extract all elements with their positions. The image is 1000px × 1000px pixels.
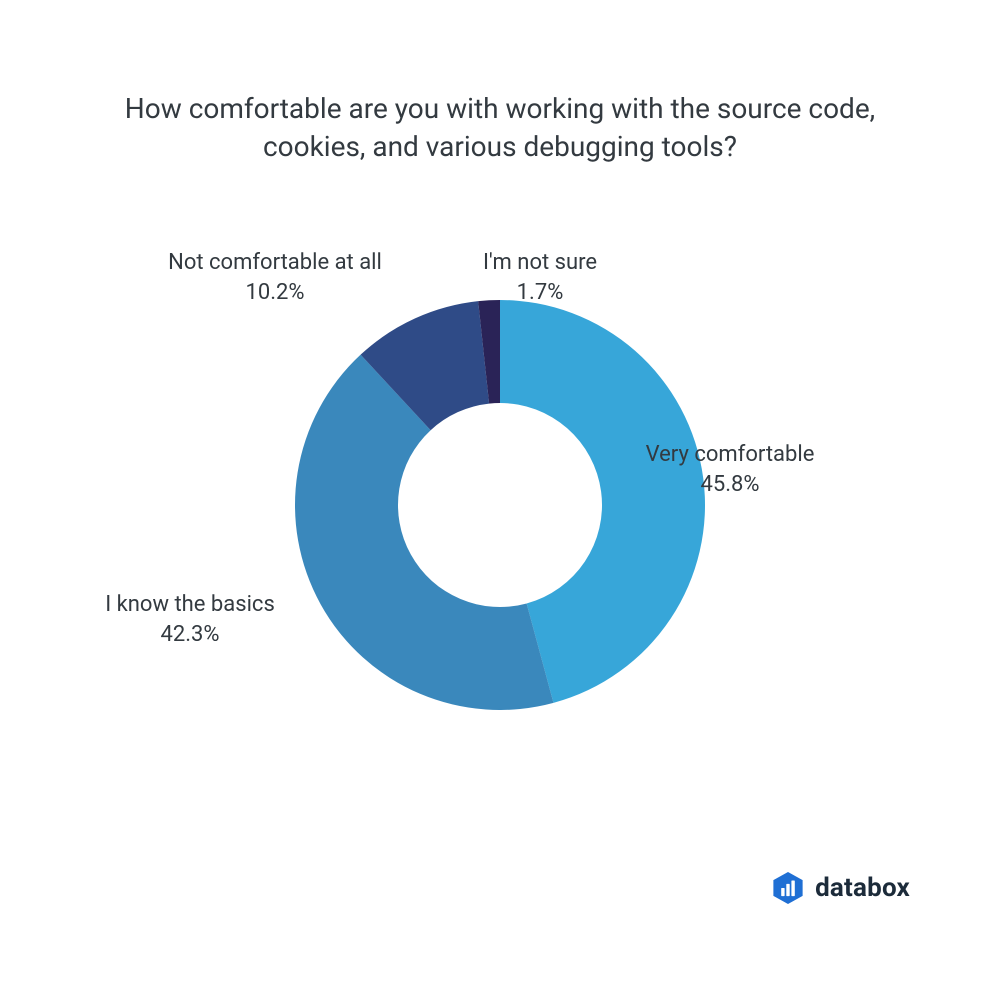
label-text: I'm not sure: [483, 248, 597, 278]
label-text: Not comfortable at all: [168, 248, 382, 278]
chart-container: How comfortable are you with working wit…: [0, 0, 1000, 1000]
label-text: I know the basics: [105, 590, 275, 620]
label-text: Very comfortable: [646, 440, 815, 470]
databox-logo-icon: [771, 871, 805, 905]
label-value: 1.7%: [483, 278, 597, 308]
donut-chart: [295, 300, 705, 710]
donut-svg: [295, 300, 705, 710]
databox-logo-text: databox: [815, 873, 910, 903]
label-not-sure: I'm not sure 1.7%: [483, 248, 597, 307]
label-know-basics: I know the basics 42.3%: [105, 590, 275, 649]
databox-logo: databox: [771, 871, 910, 905]
chart-title: How comfortable are you with working wit…: [0, 90, 1000, 166]
label-value: 45.8%: [646, 470, 815, 500]
label-value: 10.2%: [168, 278, 382, 308]
label-value: 42.3%: [105, 620, 275, 650]
label-very-comfortable: Very comfortable 45.8%: [646, 440, 815, 499]
label-not-comfortable: Not comfortable at all 10.2%: [168, 248, 382, 307]
